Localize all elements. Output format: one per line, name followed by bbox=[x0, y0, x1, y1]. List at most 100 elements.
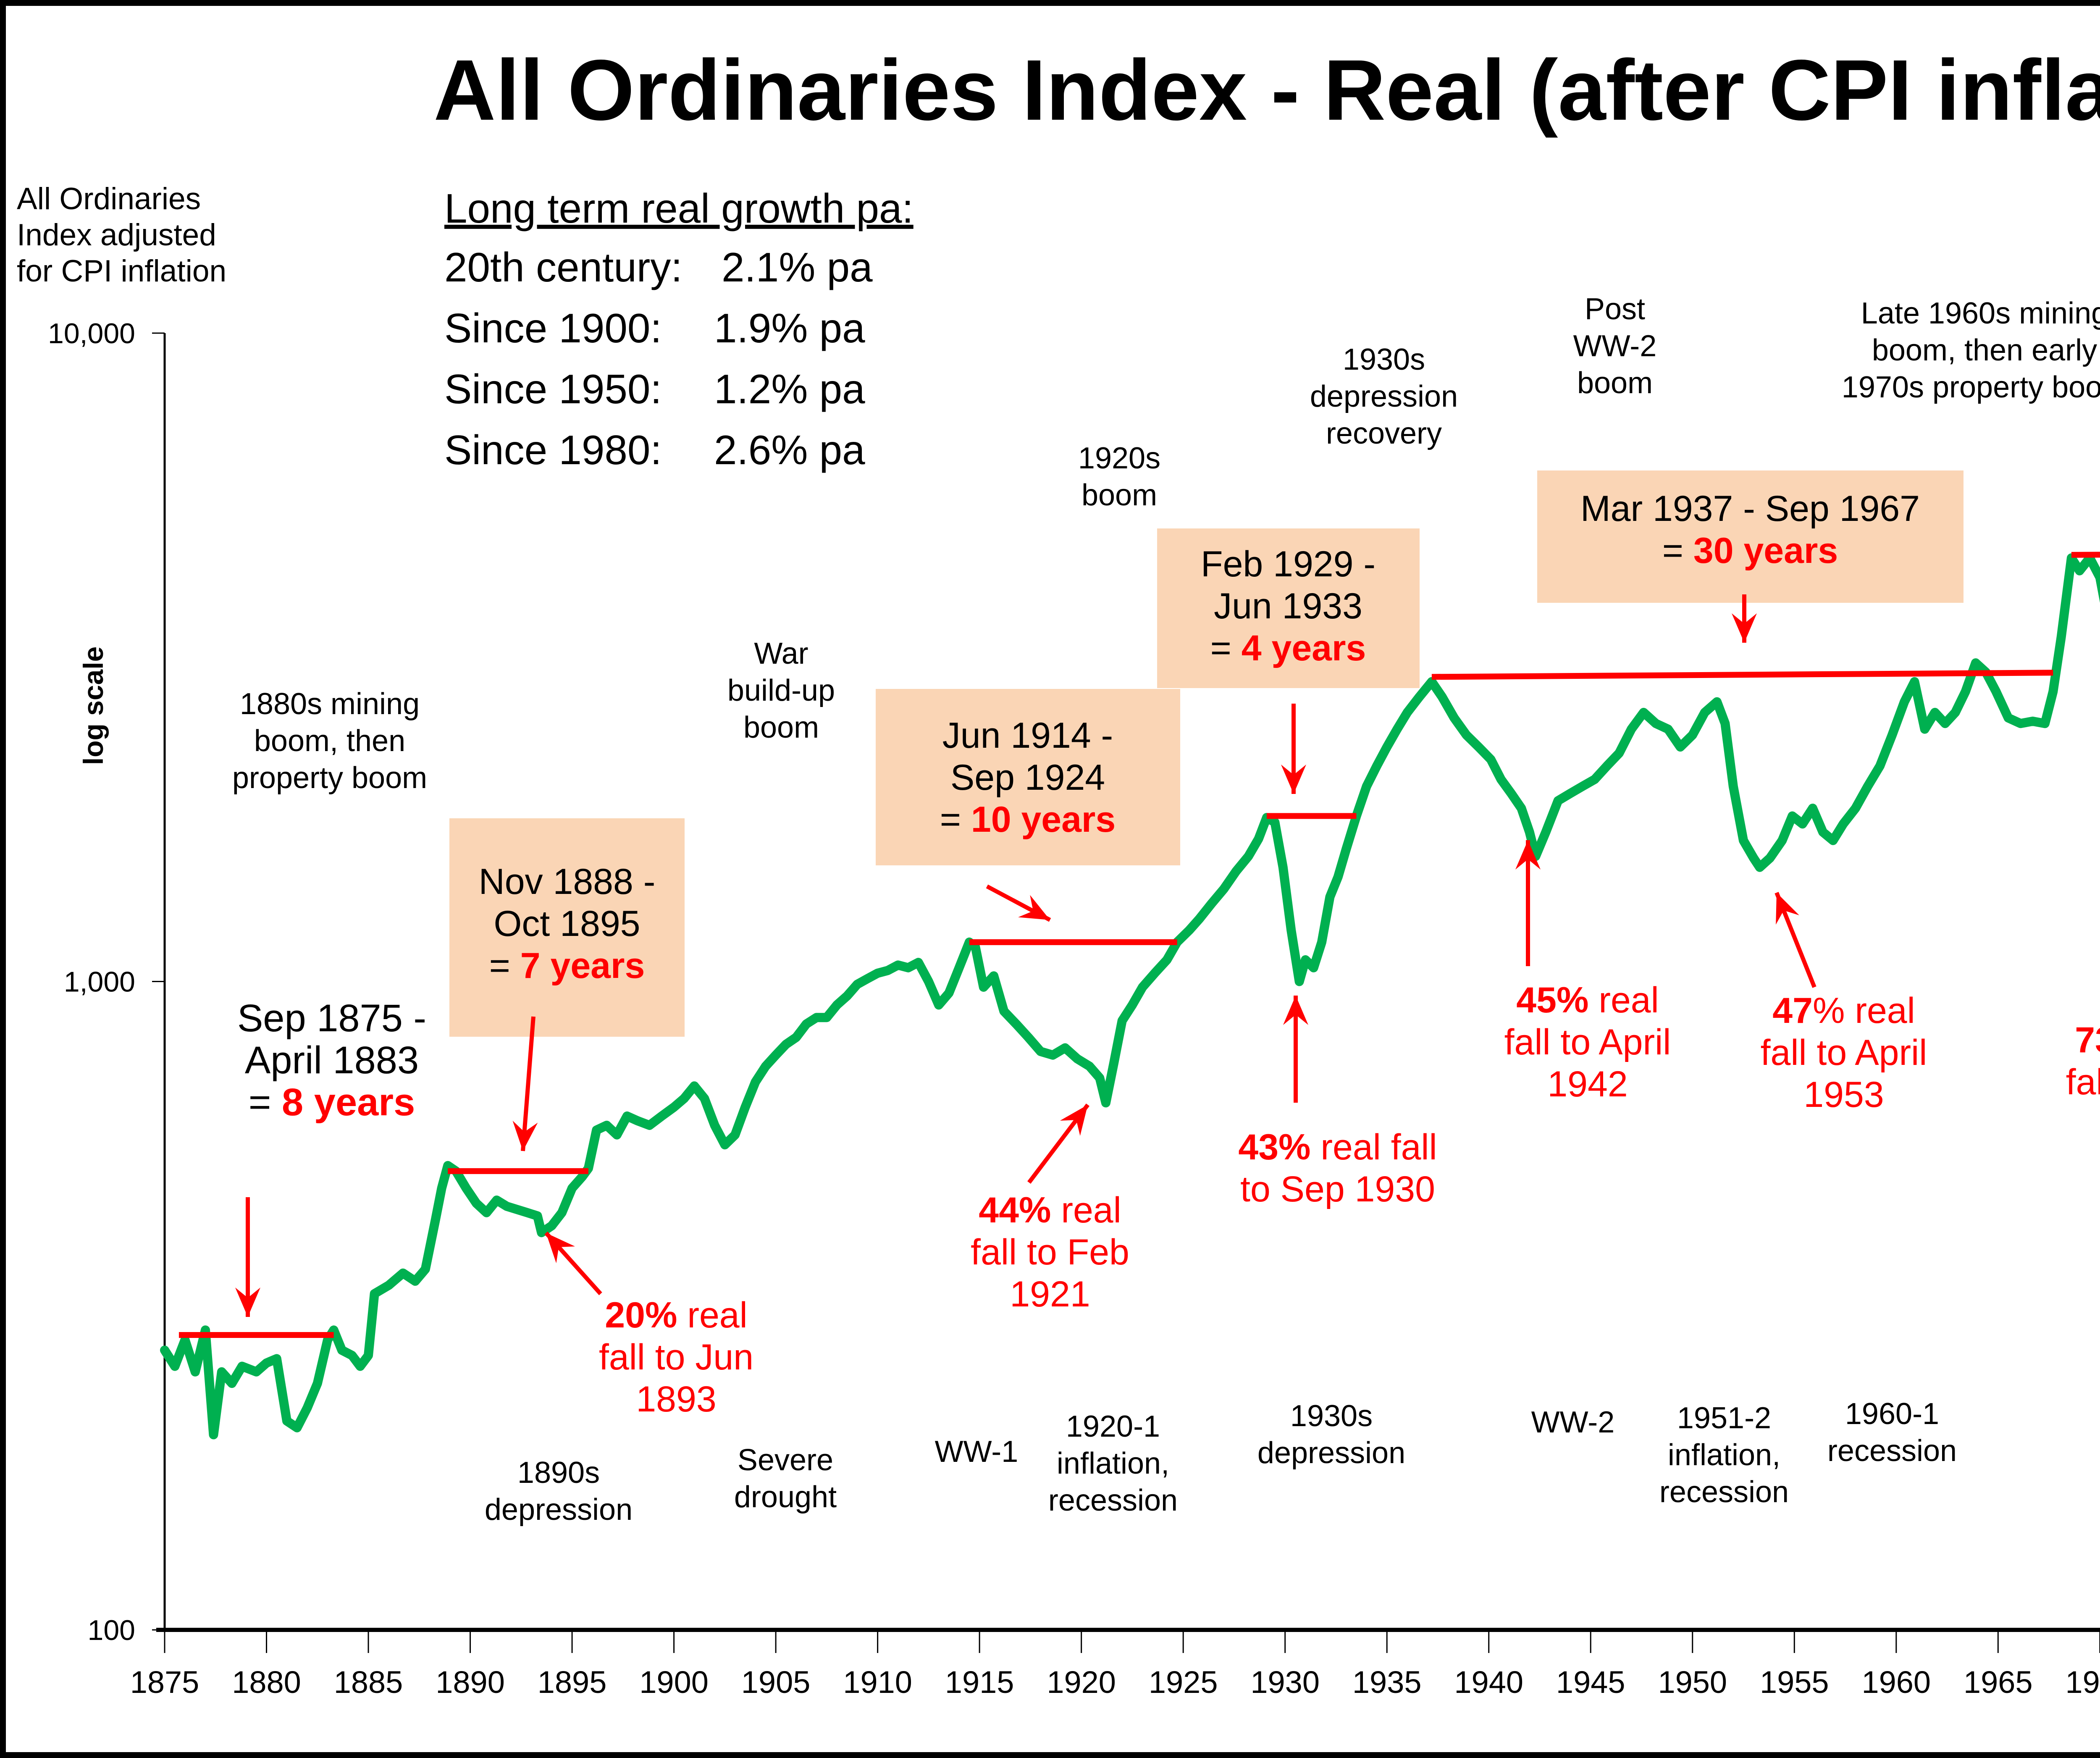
fall-detail: 1921 bbox=[1010, 1274, 1090, 1314]
boom-label-line: depression bbox=[1310, 380, 1458, 413]
growth-row-label: 20th century: bbox=[444, 244, 682, 290]
boom-label-line: WW-2 bbox=[1573, 329, 1657, 363]
y-tick-label: 1,000 bbox=[64, 966, 135, 998]
fall-headline: 43% real fall bbox=[1238, 1127, 1437, 1167]
arrow-head bbox=[512, 1120, 538, 1151]
arrow-head bbox=[1732, 613, 1757, 643]
x-tick-label: 1890 bbox=[436, 1665, 505, 1700]
boom-label-line: boom bbox=[1577, 366, 1653, 400]
equals-sign: = bbox=[1662, 531, 1693, 571]
duration-years: 4 years bbox=[1242, 628, 1366, 668]
x-tick-label: 1935 bbox=[1352, 1665, 1422, 1700]
event-label: WW-2 bbox=[1531, 1406, 1615, 1439]
fall-detail: 1953 bbox=[1803, 1075, 1884, 1115]
growth-row: Since 1900: 1.9% pa bbox=[444, 305, 865, 351]
fall-headline: 45% real bbox=[1516, 980, 1659, 1020]
event-label-line: Severe bbox=[738, 1443, 833, 1477]
boom-label: War build-up boom bbox=[727, 637, 835, 744]
fall-headline: 44% real bbox=[979, 1190, 1121, 1230]
fall-headline: 73% real bbox=[2075, 1020, 2100, 1060]
fall-text: real bbox=[677, 1295, 747, 1335]
fall-detail: fall to Feb bbox=[971, 1232, 1129, 1272]
growth-row: Since 1980: 2.6% pa bbox=[444, 427, 865, 473]
stagnation-period: Feb 1929 -Jun 1933= 4 years bbox=[1157, 528, 1420, 819]
x-tick-label: 1950 bbox=[1658, 1665, 1727, 1700]
period-arrow bbox=[512, 1016, 538, 1151]
y-axis-label: log scale bbox=[78, 646, 109, 765]
x-tick-label: 1920 bbox=[1047, 1665, 1116, 1700]
boom-label-line: 1880s mining bbox=[240, 687, 420, 721]
fall-detail: fall to Sep bbox=[2066, 1062, 2100, 1102]
x-tick-label: 1960 bbox=[1861, 1665, 1931, 1700]
x-tick-label: 1930 bbox=[1250, 1665, 1320, 1700]
growth-row: Since 1950: 1.2% pa bbox=[444, 366, 865, 412]
equals-sign: = bbox=[1210, 628, 1242, 668]
equals-sign: = bbox=[940, 799, 971, 840]
event-label-line: recession bbox=[1048, 1484, 1178, 1517]
growth-row: 20th century: 2.1% pa bbox=[444, 244, 873, 290]
fall-detail: to Sep 1930 bbox=[1240, 1169, 1435, 1209]
event-label-line: WW-1 bbox=[935, 1435, 1018, 1469]
x-tick-label: 1940 bbox=[1454, 1665, 1523, 1700]
fall-detail: fall to Jun bbox=[599, 1337, 753, 1377]
fall-percent: 20% bbox=[605, 1295, 677, 1335]
growth-row-value: 1.9% pa bbox=[714, 305, 865, 351]
x-tick-label: 1910 bbox=[843, 1665, 912, 1700]
event-label-line: recession bbox=[2098, 1419, 2100, 1453]
x-tick-label: 1905 bbox=[741, 1665, 811, 1700]
boom-label: 1930s depression recovery bbox=[1310, 343, 1458, 450]
y-ticks: 100 1,000 10,000 bbox=[48, 318, 165, 1646]
y-tick-label: 100 bbox=[88, 1614, 135, 1646]
event-label-line: depression bbox=[1257, 1436, 1405, 1470]
boom-label-line: 1920s bbox=[1078, 441, 1160, 475]
boom-label-line: 1930s bbox=[1343, 343, 1425, 376]
boom-label-line: boom, then bbox=[254, 724, 405, 758]
boom-label-line: 1970s property boom bbox=[1842, 371, 2100, 404]
arrow-shaft bbox=[521, 1016, 536, 1151]
duration-years: 7 years bbox=[520, 946, 645, 986]
period-dates: Mar 1937 - Sep 1967 bbox=[1580, 489, 1920, 529]
event-label-line: inflation, bbox=[1057, 1447, 1169, 1480]
fall-detail: fall to April bbox=[1761, 1033, 1927, 1073]
x-tick-label: 1970 bbox=[2066, 1665, 2100, 1700]
event-label-line: inflation, bbox=[1668, 1438, 1780, 1472]
boom-label-line: boom bbox=[743, 711, 819, 744]
event-label-line: depression bbox=[485, 1493, 633, 1527]
y-axis-note: All Ordinaries Index adjusted for CPI in… bbox=[17, 182, 226, 288]
period-dates: Sep 1875 - bbox=[237, 997, 426, 1040]
event-label-line: WW-2 bbox=[1531, 1406, 1615, 1439]
x-tick-label: 1955 bbox=[1760, 1665, 1829, 1700]
arrow-head bbox=[1776, 893, 1799, 925]
y-axis-note-line: for CPI inflation bbox=[17, 254, 226, 288]
event-label-line: 1951-2 bbox=[1677, 1401, 1771, 1435]
event-label-line: 1960-1 bbox=[1845, 1397, 1939, 1431]
event-label-line: recession bbox=[1827, 1434, 1957, 1468]
arrow-head bbox=[1283, 996, 1308, 1025]
boom-label-line: Post bbox=[1585, 292, 1645, 326]
fall-arrow bbox=[1774, 892, 1816, 988]
event-label: 1920-1 inflation, recession bbox=[1048, 1410, 1178, 1517]
arrow-head bbox=[1060, 1105, 1088, 1136]
x-tick-label: 1915 bbox=[945, 1665, 1014, 1700]
fall-text: real bbox=[1051, 1190, 1121, 1230]
growth-row-label: Since 1950: bbox=[444, 366, 662, 412]
y-axis-note-line: All Ordinaries bbox=[17, 182, 201, 216]
fall-arrow bbox=[1515, 840, 1541, 966]
stagnation-line bbox=[1431, 670, 2053, 680]
event-label-line: drought bbox=[734, 1480, 837, 1514]
boom-label-line: boom bbox=[1082, 478, 1157, 512]
arrow-head bbox=[1515, 840, 1541, 870]
fall-percent: 73% bbox=[2075, 1020, 2100, 1060]
